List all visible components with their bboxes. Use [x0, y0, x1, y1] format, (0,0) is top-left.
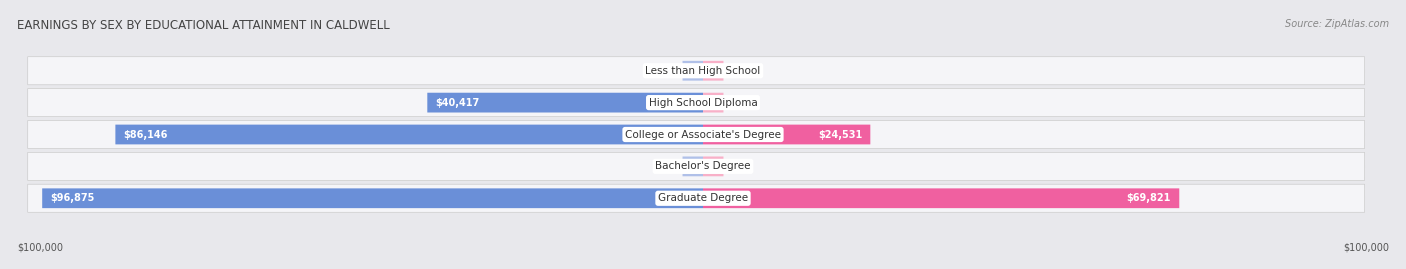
- Text: College or Associate's Degree: College or Associate's Degree: [626, 129, 780, 140]
- FancyBboxPatch shape: [703, 93, 724, 112]
- FancyBboxPatch shape: [682, 157, 703, 176]
- Text: Less than High School: Less than High School: [645, 66, 761, 76]
- FancyBboxPatch shape: [427, 93, 703, 112]
- Text: $0: $0: [734, 161, 747, 171]
- Text: $86,146: $86,146: [124, 129, 167, 140]
- FancyBboxPatch shape: [28, 89, 1365, 117]
- Text: $0: $0: [659, 161, 672, 171]
- FancyBboxPatch shape: [703, 188, 1180, 208]
- FancyBboxPatch shape: [682, 61, 703, 81]
- Text: $96,875: $96,875: [51, 193, 94, 203]
- FancyBboxPatch shape: [28, 121, 1365, 148]
- FancyBboxPatch shape: [28, 184, 1365, 212]
- FancyBboxPatch shape: [115, 125, 703, 144]
- FancyBboxPatch shape: [703, 61, 724, 81]
- FancyBboxPatch shape: [703, 157, 724, 176]
- Text: $0: $0: [734, 98, 747, 108]
- Text: $40,417: $40,417: [436, 98, 479, 108]
- Text: Bachelor's Degree: Bachelor's Degree: [655, 161, 751, 171]
- Text: EARNINGS BY SEX BY EDUCATIONAL ATTAINMENT IN CALDWELL: EARNINGS BY SEX BY EDUCATIONAL ATTAINMEN…: [17, 19, 389, 32]
- Text: Graduate Degree: Graduate Degree: [658, 193, 748, 203]
- Text: $24,531: $24,531: [818, 129, 862, 140]
- FancyBboxPatch shape: [703, 125, 870, 144]
- Text: High School Diploma: High School Diploma: [648, 98, 758, 108]
- Text: $100,000: $100,000: [17, 243, 63, 253]
- FancyBboxPatch shape: [28, 57, 1365, 85]
- Text: $100,000: $100,000: [1343, 243, 1389, 253]
- Text: $69,821: $69,821: [1126, 193, 1171, 203]
- Text: Source: ZipAtlas.com: Source: ZipAtlas.com: [1285, 19, 1389, 29]
- FancyBboxPatch shape: [28, 152, 1365, 180]
- FancyBboxPatch shape: [42, 188, 703, 208]
- Text: $0: $0: [734, 66, 747, 76]
- Text: $0: $0: [659, 66, 672, 76]
